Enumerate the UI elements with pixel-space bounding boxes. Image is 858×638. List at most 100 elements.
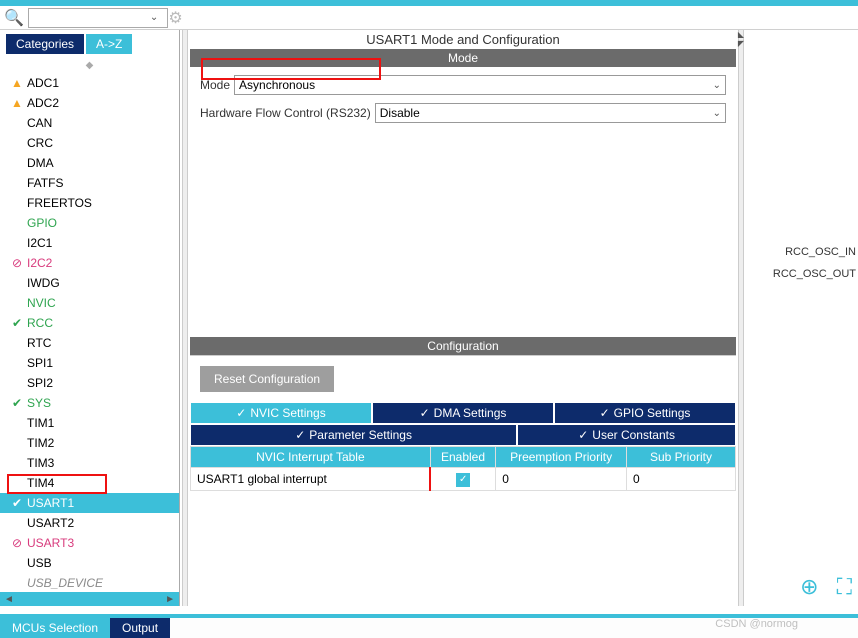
tree-item-dma[interactable]: DMA [0, 153, 179, 173]
tree-item-sys[interactable]: ✔SYS [0, 393, 179, 413]
divider[interactable] [182, 30, 188, 606]
hwflow-select[interactable]: Disable ⌄ [375, 103, 726, 123]
err-icon: ⊘ [10, 256, 24, 270]
tree-label: TIM1 [27, 416, 54, 430]
tree-item-crc[interactable]: CRC [0, 133, 179, 153]
check-icon: ✔ [10, 316, 24, 330]
tree-label: TIM4 [27, 476, 54, 490]
tree-label: I2C2 [27, 256, 52, 270]
peripheral-tree: ▲ADC1▲ADC2CANCRCDMAFATFSFREERTOSGPIOI2C1… [0, 73, 179, 606]
tree-label: GPIO [27, 216, 57, 230]
tree-label: IWDG [27, 276, 60, 290]
tree-item-spi1[interactable]: SPI1 [0, 353, 179, 373]
col-preempt: Preemption Priority [496, 447, 627, 468]
tab-user-constants[interactable]: ✓User Constants [517, 424, 736, 446]
tree-label: I2C1 [27, 236, 52, 250]
pinout-panel: RCC_OSC_IN RCC_OSC_OUT ⊕ ⛶ [746, 30, 858, 606]
tree-item-spi2[interactable]: SPI2 [0, 373, 179, 393]
tree-item-adc2[interactable]: ▲ADC2 [0, 93, 179, 113]
reset-config-button[interactable]: Reset Configuration [200, 366, 334, 392]
col-sub: Sub Priority [626, 447, 735, 468]
zoom-controls: ⊕ ⛶ [800, 574, 852, 600]
tree-item-tim1[interactable]: TIM1 [0, 413, 179, 433]
fullscreen-icon[interactable]: ⛶ [837, 574, 852, 600]
tab-categories[interactable]: Categories [6, 34, 84, 54]
tree-item-usb[interactable]: USB [0, 553, 179, 573]
chevron-down-icon: ⌄ [713, 108, 721, 119]
tree-item-tim3[interactable]: TIM3 [0, 453, 179, 473]
tree-item-fatfs[interactable]: FATFS [0, 173, 179, 193]
divider-right[interactable] [738, 30, 744, 606]
config-area: Reset Configuration ✓NVIC Settings ✓DMA … [190, 355, 736, 491]
tree-label: ADC1 [27, 76, 59, 90]
tree-label: USART2 [27, 516, 74, 530]
sub-priority[interactable]: 0 [626, 468, 735, 491]
warn-icon: ▲ [10, 96, 24, 110]
search-input[interactable] [28, 8, 168, 28]
chevron-down-icon: ⌄ [713, 80, 721, 91]
tree-label: SPI2 [27, 376, 53, 390]
mode-value: Asynchronous [239, 78, 315, 92]
gear-icon[interactable]: ⚙ [168, 8, 182, 28]
tree-label: USB_DEVICE [27, 576, 103, 590]
mode-form: Mode Asynchronous ⌄ Hardware Flow Contro… [190, 67, 736, 337]
tree-label: NVIC [27, 296, 56, 310]
left-sidebar: Categories A->Z ◆ ▲ADC1▲ADC2CANCRCDMAFAT… [0, 30, 180, 606]
tree-label: TIM3 [27, 456, 54, 470]
checkw-icon: ✔ [10, 496, 24, 510]
tree-item-usart3[interactable]: ⊘USART3 [0, 533, 179, 553]
warn-icon: ▲ [10, 76, 24, 90]
tree-label: ADC2 [27, 96, 59, 110]
collapse-icon[interactable]: ◆ [0, 58, 179, 73]
mode-select[interactable]: Asynchronous ⌄ [234, 75, 726, 95]
preempt-priority[interactable]: 0 [496, 468, 627, 491]
tree-item-can[interactable]: CAN [0, 113, 179, 133]
tab-az[interactable]: A->Z [86, 34, 132, 54]
tree-item-i2c2[interactable]: ⊘I2C2 [0, 253, 179, 273]
tree-item-nvic[interactable]: NVIC [0, 293, 179, 313]
interrupt-name: USART1 global interrupt [191, 468, 431, 491]
pin-rcc-osc-out[interactable]: RCC_OSC_OUT [746, 268, 858, 280]
tree-item-usb_device[interactable]: USB_DEVICE [0, 573, 179, 593]
zoom-in-icon[interactable]: ⊕ [800, 574, 818, 600]
tree-label: RCC [27, 316, 53, 330]
tree-item-i2c1[interactable]: I2C1 [0, 233, 179, 253]
check-icon: ✔ [10, 396, 24, 410]
tree-label: RTC [27, 336, 51, 350]
tab-dma-settings[interactable]: ✓DMA Settings [372, 402, 554, 424]
tree-item-tim4[interactable]: TIM4 [0, 473, 179, 493]
tree-item-gpio[interactable]: GPIO [0, 213, 179, 233]
tab-mcus-selection[interactable]: MCUs Selection [0, 618, 110, 638]
tab-output[interactable]: Output [110, 618, 170, 638]
tree-label: SPI1 [27, 356, 53, 370]
tree-label: USART3 [27, 536, 74, 550]
hwflow-value: Disable [380, 106, 420, 120]
tree-label: DMA [27, 156, 54, 170]
tree-item-rcc[interactable]: ✔RCC [0, 313, 179, 333]
err-icon: ⊘ [10, 536, 24, 550]
interrupt-enabled[interactable]: ✓ [430, 468, 495, 491]
nvic-row[interactable]: USART1 global interrupt ✓ 0 0 [191, 468, 736, 491]
tree-label: USART1 [27, 496, 74, 510]
panel-title: USART1 Mode and Configuration [190, 30, 736, 49]
tree-item-freertos[interactable]: FREERTOS [0, 193, 179, 213]
col-enabled: Enabled [430, 447, 495, 468]
pin-rcc-osc-in[interactable]: RCC_OSC_IN [746, 246, 858, 258]
tree-item-rtc[interactable]: RTC [0, 333, 179, 353]
config-header: Configuration [190, 337, 736, 355]
tree-item-usart1[interactable]: ✔USART1 [0, 493, 179, 513]
tab-gpio-settings[interactable]: ✓GPIO Settings [554, 402, 736, 424]
tree-label: FATFS [27, 176, 63, 190]
tree-item-tim2[interactable]: TIM2 [0, 433, 179, 453]
search-icon: 🔍 [4, 8, 24, 28]
tab-parameter-settings[interactable]: ✓Parameter Settings [190, 424, 517, 446]
tree-label: USB [27, 556, 52, 570]
tree-item-usart2[interactable]: USART2 [0, 513, 179, 533]
col-interrupt: NVIC Interrupt Table [191, 447, 431, 468]
hwflow-label: Hardware Flow Control (RS232) [200, 106, 371, 120]
config-tabs-bottom: ✓Parameter Settings ✓User Constants [190, 424, 736, 446]
tree-item-iwdg[interactable]: IWDG [0, 273, 179, 293]
tree-item-adc1[interactable]: ▲ADC1 [0, 73, 179, 93]
tab-nvic-settings[interactable]: ✓NVIC Settings [190, 402, 372, 424]
sidebar-tabs: Categories A->Z [0, 30, 179, 58]
